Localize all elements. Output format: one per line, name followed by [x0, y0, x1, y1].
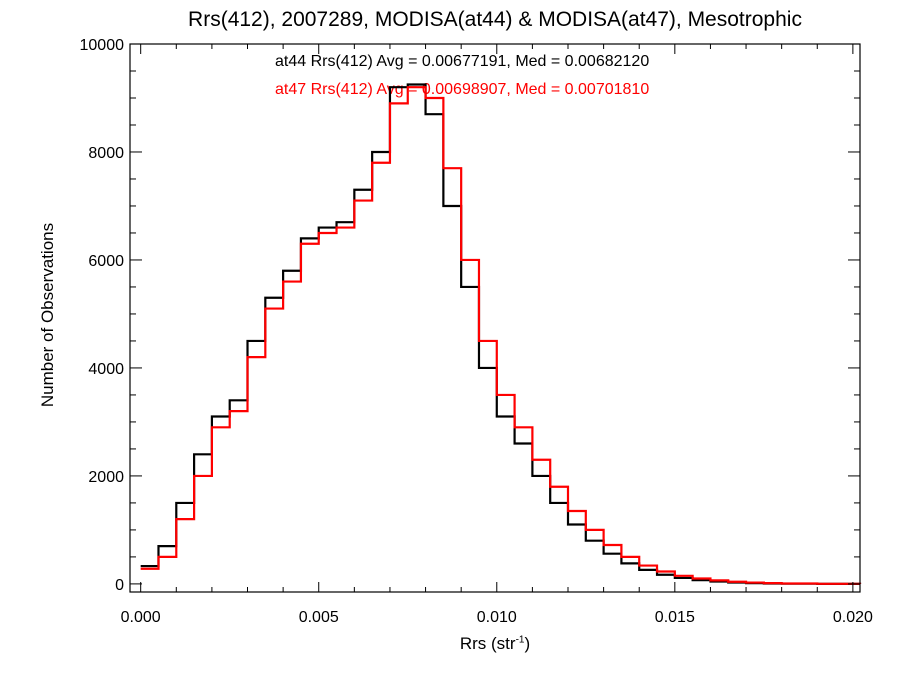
x-tick-label: 0.005 [299, 609, 339, 626]
x-axis-label-exponent: -1 [515, 634, 525, 646]
y-tick-label: 2000 [88, 469, 124, 486]
stats-annotation-at44: at44 Rrs(412) Avg = 0.00677191, Med = 0.… [275, 53, 650, 70]
x-tick-label: 0.015 [655, 609, 695, 626]
series-0-line [140, 83, 862, 585]
x-axis-label-close: ) [524, 634, 531, 653]
series-layer [140, 83, 862, 585]
axis-layer: 0.000 0.005 0.010 0.015 0.020 0 2000 4000 6000 80… [80, 37, 873, 626]
x-axis-label: Rrs (str-1) [460, 634, 530, 654]
series-1-line [140, 86, 862, 585]
stats-annotation-at47: at47 Rrs(412) Avg = 0.00698907, Med = 0.… [275, 81, 650, 98]
x-axis-label-text: Rrs (str [459, 634, 516, 653]
y-tick-label: 0 [115, 577, 124, 594]
y-tick-label: 8000 [88, 145, 124, 162]
chart-title: Rrs(412), 2007289, MODISA(at44) & MODISA… [188, 8, 802, 31]
y-tick-label: 6000 [88, 253, 124, 270]
x-tick-label: 0.010 [477, 609, 517, 626]
y-tick-label: 10000 [80, 37, 125, 54]
x-tick-label: 0.000 [121, 609, 161, 626]
plot-frame [129, 43, 861, 593]
y-tick-label: 4000 [88, 361, 124, 378]
x-tick-label: 0.020 [833, 609, 873, 626]
